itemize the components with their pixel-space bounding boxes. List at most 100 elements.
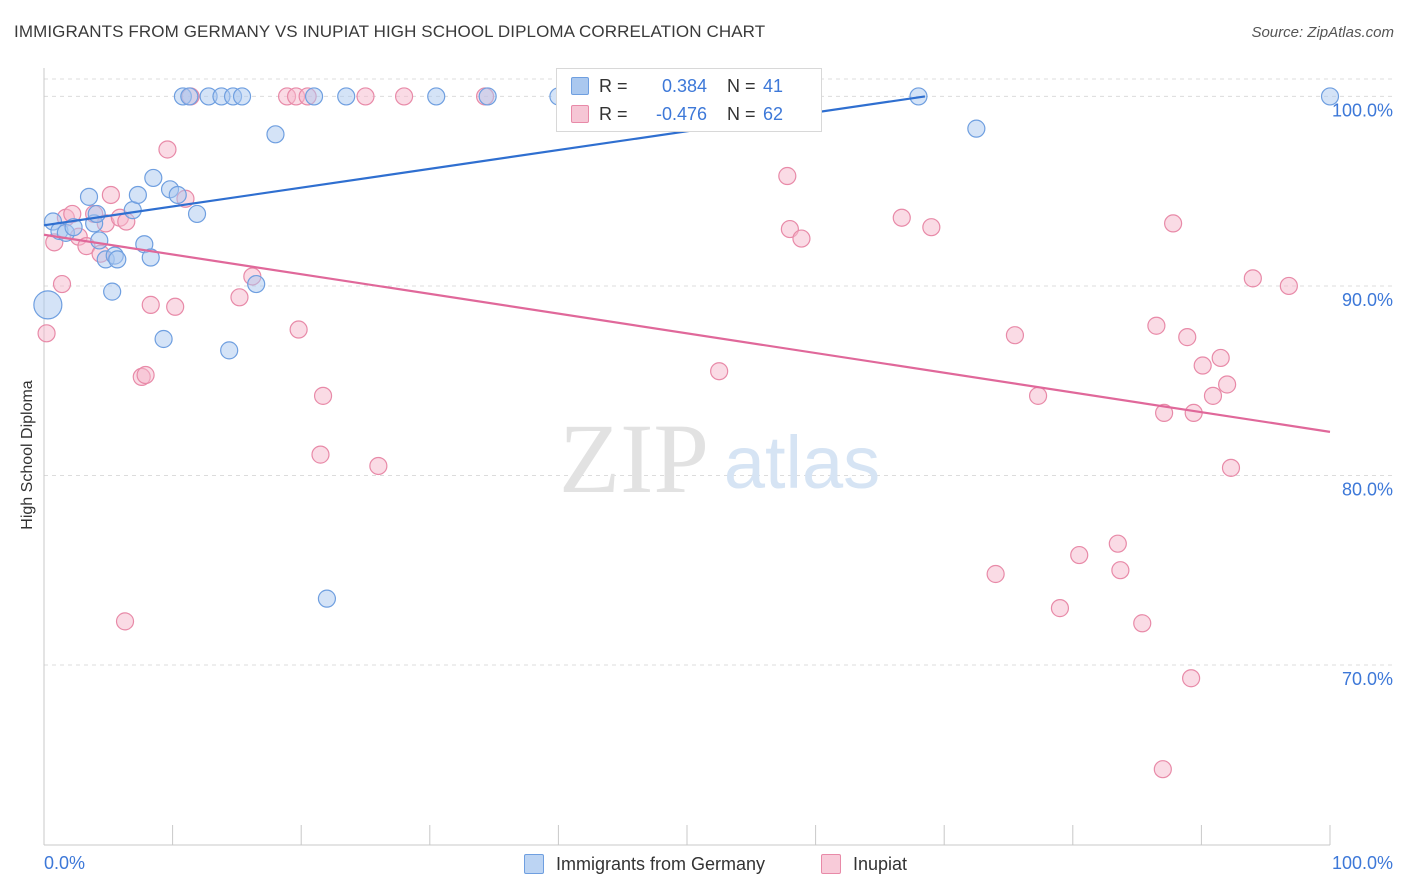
inupiat-point [1005, 326, 1025, 345]
inupiat-point [136, 365, 155, 385]
inupiat-point [1178, 328, 1197, 347]
r-label: R = [599, 103, 628, 124]
inupiat-point [1203, 386, 1223, 405]
axes [43, 68, 1331, 846]
germany-point [33, 290, 63, 320]
watermark-zip: ZIP [559, 403, 709, 514]
r-label: R = [599, 75, 628, 96]
inupiat-point [230, 288, 249, 307]
inupiat-point [1111, 561, 1130, 580]
inupiat-point [792, 229, 811, 248]
blue-swatch-icon [571, 77, 589, 95]
inupiat-point [369, 456, 388, 476]
stats-legend: R = 0.384 N = 41 R = -0.476 N = 62 [556, 68, 822, 132]
germany-point [154, 329, 173, 349]
inupiat-trend-line [43, 233, 1331, 433]
inupiat-point [1218, 375, 1237, 394]
germany-point [220, 341, 239, 360]
source-note: Source: ZipAtlas.com [1251, 24, 1394, 41]
stats-legend-row-inupiat: R = -0.476 N = 62 [571, 102, 783, 126]
germany-point [337, 87, 356, 106]
legend-label-germany: Immigrants from Germany [556, 853, 766, 874]
inupiat-point [1070, 545, 1089, 565]
inupiat-point [1279, 276, 1298, 296]
inupiat-point [1108, 534, 1127, 553]
inupiat-point [101, 185, 120, 205]
pink-legend-swatch-icon [821, 854, 841, 874]
germany-point [64, 218, 83, 237]
inupiat-point [778, 166, 797, 186]
trend-lines [43, 95, 1331, 433]
germany-point [247, 274, 266, 294]
inupiat-point [1211, 348, 1230, 368]
germany-point [123, 201, 142, 220]
germany-point [87, 204, 106, 224]
germany-point [1320, 87, 1340, 106]
inupiat-point [1193, 356, 1212, 375]
inupiat-point [37, 324, 56, 343]
inupiat-point [1050, 599, 1070, 618]
n-label: N = [727, 75, 756, 96]
germany-point [478, 87, 497, 106]
germany-point [90, 231, 109, 250]
inupiat-point [52, 274, 72, 294]
inupiat-point [1153, 760, 1172, 779]
germany-point [304, 87, 324, 106]
inupiat-point [1243, 269, 1262, 288]
germany-point [103, 282, 122, 301]
n-value-germany: 41 [763, 75, 784, 96]
germany-point [187, 204, 207, 224]
inupiat-point [313, 386, 333, 405]
watermark-atlas: atlas [724, 421, 880, 504]
x-tick-label: 0.0% [44, 853, 85, 873]
inupiat-point [311, 445, 330, 464]
n-label: N = [727, 103, 756, 124]
inupiat-point [394, 87, 414, 106]
germany-point [141, 248, 160, 267]
inupiat-point [1028, 386, 1048, 405]
inupiat-point [115, 612, 135, 631]
germany-point [180, 87, 199, 106]
r-value-germany: 0.384 [661, 75, 707, 96]
legend-label-inupiat: Inupiat [853, 853, 908, 874]
inupiat-point [1133, 614, 1152, 633]
tick-labels: 70.0% 80.0% 90.0% 100.0% 0.0% 100.0% [44, 100, 1393, 873]
inupiat-point [356, 87, 375, 106]
inupiat-point [1221, 458, 1241, 477]
x-tick-label: 100.0% [1332, 853, 1393, 873]
germany-point [317, 589, 337, 608]
germany-point [108, 250, 127, 269]
germany-point [967, 119, 986, 138]
germany-point [266, 125, 285, 144]
inupiat-point [710, 362, 729, 381]
chart-title: IMMIGRANTS FROM GERMANY VS INUPIAT HIGH … [14, 22, 766, 41]
inupiat-point [141, 295, 160, 314]
inupiat-point [1182, 669, 1201, 688]
inupiat-point [892, 208, 911, 227]
inupiat-point [986, 564, 1005, 584]
watermark: ZIP atlas [559, 403, 880, 514]
inupiat-point [166, 297, 185, 316]
y-tick-label: 90.0% [1342, 290, 1393, 310]
y-tick-label: 100.0% [1332, 100, 1393, 120]
n-value-inupiat: 62 [763, 103, 784, 124]
germany-point [144, 168, 163, 188]
inupiat-point [1164, 214, 1183, 233]
germany-point [79, 187, 99, 206]
legend-item-germany[interactable]: Immigrants from Germany [524, 852, 765, 876]
blue-legend-swatch-icon [524, 854, 544, 874]
inupiat-point [1147, 316, 1166, 335]
germany-point [427, 87, 446, 106]
inupiat-point [1155, 403, 1174, 423]
pink-swatch-icon [571, 105, 589, 123]
germany-point [232, 87, 252, 106]
inupiat-point [922, 218, 941, 237]
inupiat-point [158, 140, 177, 159]
legend-item-inupiat[interactable]: Inupiat [821, 852, 907, 876]
inupiat-point [289, 320, 308, 339]
stats-legend-row-germany: R = 0.384 N = 41 [571, 74, 783, 98]
series-germany-points [33, 87, 1340, 608]
r-value-inupiat: -0.476 [655, 103, 707, 124]
germany-point [128, 185, 147, 205]
